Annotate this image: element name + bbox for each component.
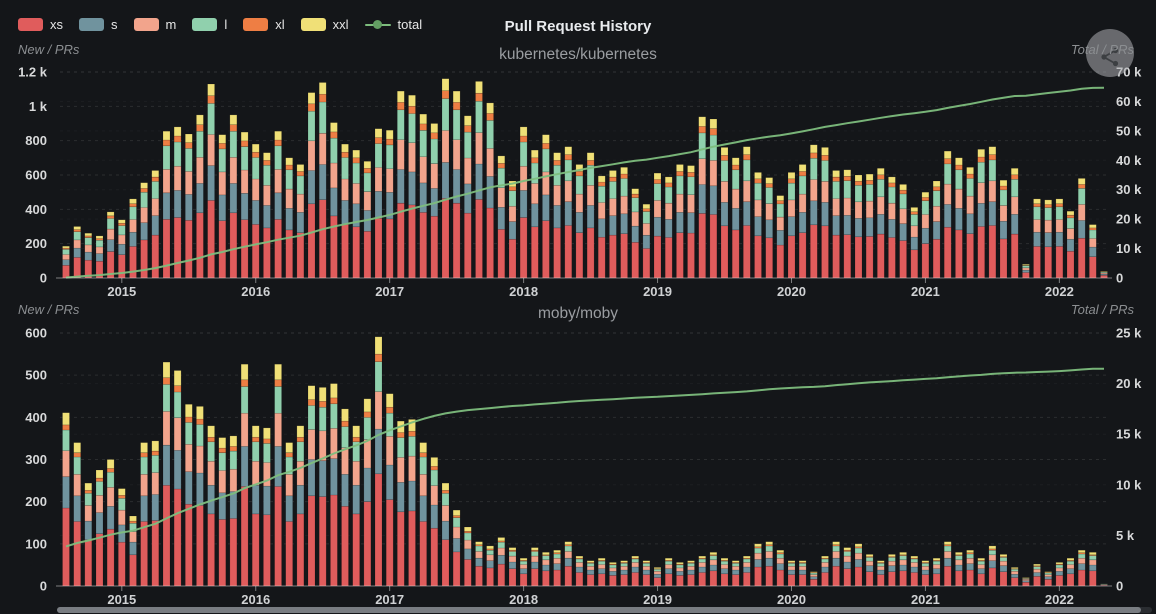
kubernetes-bars	[62, 78, 1108, 279]
svg-text:2021: 2021	[911, 592, 940, 607]
svg-text:400: 400	[25, 410, 47, 425]
svg-text:2016: 2016	[241, 592, 270, 607]
svg-text:50 k: 50 k	[1116, 123, 1142, 138]
legend-label: xl	[275, 17, 285, 32]
legend-label: xxl	[332, 17, 349, 32]
legend-label: l	[224, 17, 228, 32]
svg-text:0: 0	[40, 271, 47, 286]
moby-total-line	[65, 367, 1104, 548]
legend-label: s	[111, 17, 118, 32]
legend-item-xxl[interactable]: xxl	[300, 17, 349, 32]
svg-text:400: 400	[25, 202, 47, 217]
legend-item-total[interactable]: total	[364, 17, 423, 32]
left-axis-label-kubernetes: New / PRs	[18, 42, 80, 57]
xs-swatch	[18, 18, 43, 31]
svg-text:2017: 2017	[375, 284, 404, 299]
svg-text:2020: 2020	[777, 284, 806, 299]
svg-text:0: 0	[1116, 579, 1123, 594]
svg-text:500: 500	[25, 368, 47, 383]
svg-text:100: 100	[25, 536, 47, 551]
svg-text:2018: 2018	[509, 284, 538, 299]
l-swatch	[192, 18, 218, 31]
svg-text:0: 0	[1116, 271, 1123, 286]
svg-text:1.2 k: 1.2 k	[18, 65, 48, 80]
svg-text:20 k: 20 k	[1116, 376, 1142, 391]
svg-text:2020: 2020	[777, 592, 806, 607]
legend-item-m[interactable]: m	[133, 17, 177, 32]
right-axis-label-moby: Total / PRs	[1070, 302, 1134, 317]
moby-bars	[62, 336, 1108, 587]
svg-text:800: 800	[25, 133, 47, 148]
xl-swatch	[243, 18, 269, 31]
page-title: Pull Request History	[504, 18, 652, 35]
legend-label: xs	[50, 17, 63, 32]
total-line-swatch	[364, 18, 391, 31]
legend-item-xs[interactable]: xs	[18, 17, 63, 32]
svg-text:2015: 2015	[107, 592, 136, 607]
svg-text:200: 200	[25, 236, 47, 251]
svg-text:2016: 2016	[241, 284, 270, 299]
svg-text:1 k: 1 k	[29, 99, 48, 114]
svg-text:10 k: 10 k	[1116, 241, 1142, 256]
svg-text:2019: 2019	[643, 284, 672, 299]
svg-text:10 k: 10 k	[1116, 477, 1142, 492]
legend-item-l[interactable]: l	[192, 17, 227, 32]
svg-text:300: 300	[25, 452, 47, 467]
svg-text:15 k: 15 k	[1116, 427, 1142, 442]
svg-text:2018: 2018	[509, 592, 538, 607]
svg-text:2022: 2022	[1045, 592, 1074, 607]
left-axis-label-moby: New / PRs	[18, 302, 80, 317]
svg-text:2015: 2015	[107, 284, 136, 299]
svg-text:200: 200	[25, 494, 47, 509]
s-swatch	[79, 18, 104, 31]
kubernetes-total-line	[65, 86, 1105, 279]
share-button[interactable]	[1086, 29, 1134, 77]
horizontal-scrollbar[interactable]	[57, 607, 1152, 613]
legend: xs s m l xl xxl total	[18, 17, 422, 32]
svg-text:2019: 2019	[643, 592, 672, 607]
svg-text:2017: 2017	[375, 592, 404, 607]
legend-item-xl[interactable]: xl	[243, 17, 285, 32]
svg-text:600: 600	[25, 326, 47, 341]
right-axis-label-kubernetes: Total / PRs	[1070, 42, 1134, 57]
svg-text:20 k: 20 k	[1116, 212, 1142, 227]
svg-text:25 k: 25 k	[1116, 326, 1142, 341]
subtitle-moby: moby/moby	[537, 305, 619, 322]
svg-text:60 k: 60 k	[1116, 94, 1142, 109]
svg-text:0: 0	[40, 579, 47, 594]
share-icon	[1101, 47, 1119, 67]
svg-text:2021: 2021	[911, 284, 940, 299]
legend-item-s[interactable]: s	[79, 17, 118, 32]
xxl-swatch	[300, 18, 326, 31]
legend-label: total	[397, 17, 423, 32]
svg-text:40 k: 40 k	[1116, 153, 1142, 168]
svg-text:5 k: 5 k	[1116, 528, 1135, 543]
svg-text:30 k: 30 k	[1116, 182, 1142, 197]
m-swatch	[133, 18, 159, 31]
scrollbar-thumb[interactable]	[57, 607, 1142, 613]
legend-label: m	[165, 17, 177, 32]
svg-text:2022: 2022	[1045, 284, 1074, 299]
svg-text:600: 600	[25, 168, 47, 183]
subtitle-kubernetes: kubernetes/kubernetes	[499, 46, 657, 63]
